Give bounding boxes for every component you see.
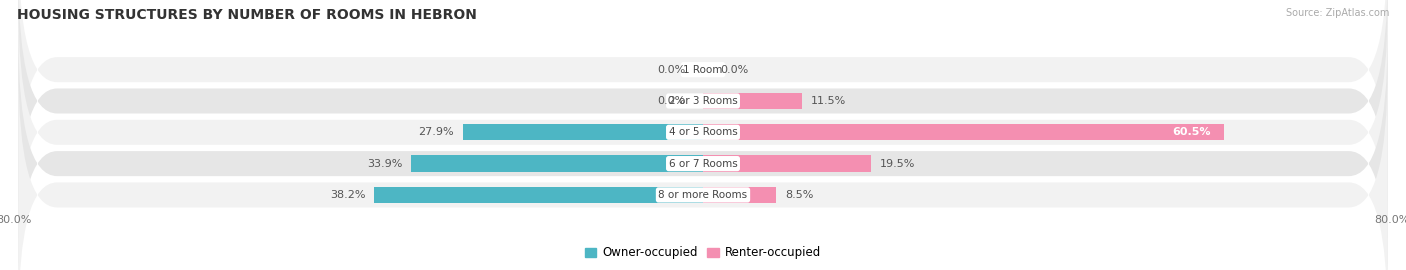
Text: HOUSING STRUCTURES BY NUMBER OF ROOMS IN HEBRON: HOUSING STRUCTURES BY NUMBER OF ROOMS IN… (17, 8, 477, 22)
Text: Source: ZipAtlas.com: Source: ZipAtlas.com (1285, 8, 1389, 18)
Text: 8.5%: 8.5% (785, 190, 813, 200)
Bar (411, 156, 703, 172)
Text: 2 or 3 Rooms: 2 or 3 Rooms (669, 96, 737, 106)
Bar (703, 93, 801, 109)
Text: 6 or 7 Rooms: 6 or 7 Rooms (669, 158, 737, 169)
Text: 19.5%: 19.5% (880, 158, 915, 169)
Bar (463, 124, 703, 140)
Text: 27.9%: 27.9% (419, 127, 454, 137)
Text: 0.0%: 0.0% (658, 96, 686, 106)
FancyBboxPatch shape (18, 35, 1388, 270)
Bar (703, 124, 1225, 140)
Text: 60.5%: 60.5% (1173, 127, 1211, 137)
Text: 1 Room: 1 Room (683, 65, 723, 75)
FancyBboxPatch shape (18, 0, 1388, 198)
Bar (374, 187, 703, 203)
FancyBboxPatch shape (18, 0, 1388, 230)
Text: 11.5%: 11.5% (811, 96, 846, 106)
Text: 0.0%: 0.0% (658, 65, 686, 75)
FancyBboxPatch shape (18, 4, 1388, 261)
Bar (703, 187, 776, 203)
Text: 38.2%: 38.2% (330, 190, 366, 200)
Text: 33.9%: 33.9% (367, 158, 402, 169)
Text: 0.0%: 0.0% (720, 65, 748, 75)
Text: 4 or 5 Rooms: 4 or 5 Rooms (669, 127, 737, 137)
Bar (703, 156, 870, 172)
Legend: Owner-occupied, Renter-occupied: Owner-occupied, Renter-occupied (579, 242, 827, 264)
FancyBboxPatch shape (18, 66, 1388, 270)
Text: 8 or more Rooms: 8 or more Rooms (658, 190, 748, 200)
